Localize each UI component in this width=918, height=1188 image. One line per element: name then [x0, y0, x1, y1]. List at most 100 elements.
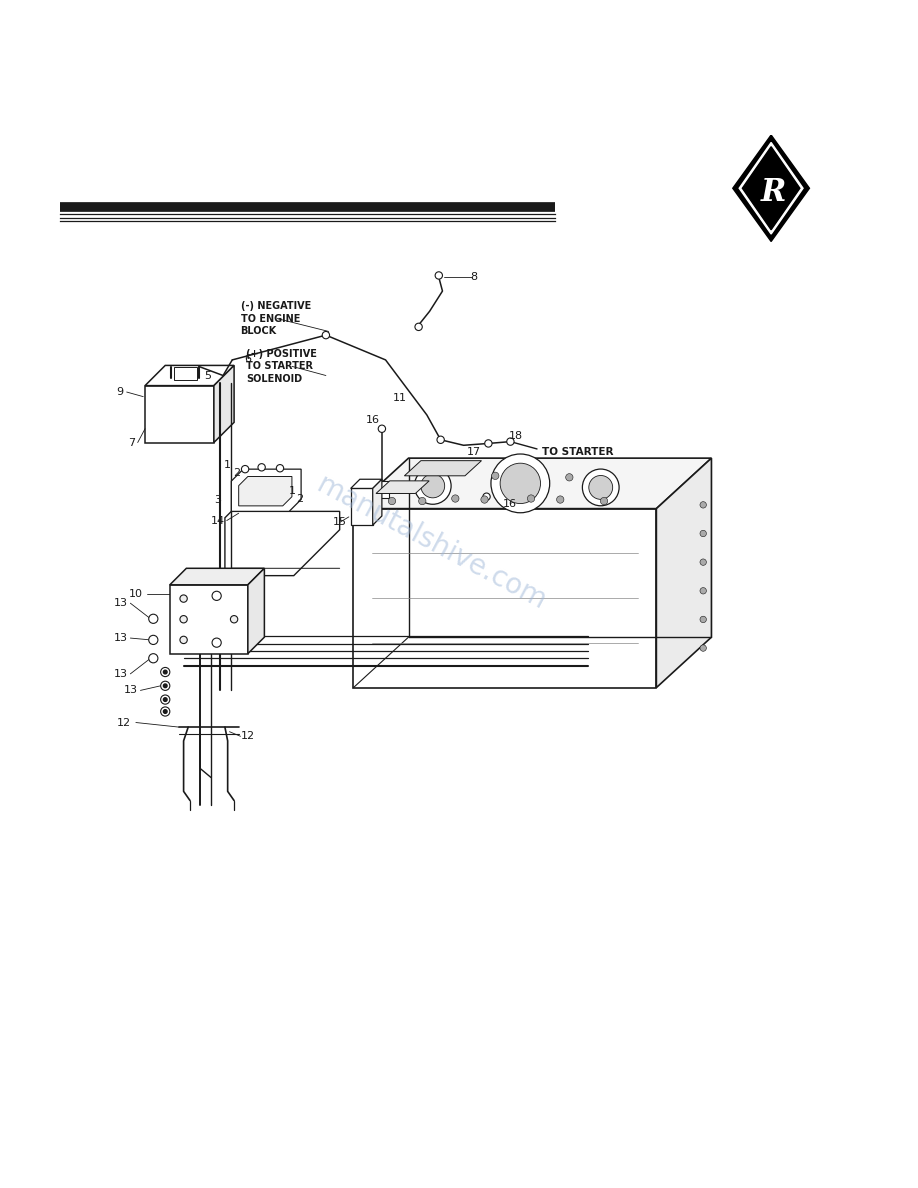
Circle shape [700, 617, 707, 623]
Circle shape [700, 530, 707, 537]
Circle shape [212, 638, 221, 647]
Text: 10: 10 [129, 589, 143, 599]
Polygon shape [373, 479, 382, 525]
Circle shape [161, 695, 170, 704]
Circle shape [500, 463, 541, 504]
Circle shape [161, 707, 170, 716]
Circle shape [491, 454, 550, 513]
Polygon shape [170, 584, 248, 653]
Circle shape [588, 475, 612, 499]
Text: 5: 5 [204, 372, 211, 381]
Polygon shape [145, 386, 214, 443]
Circle shape [483, 493, 490, 500]
Circle shape [600, 498, 608, 505]
Circle shape [414, 468, 451, 504]
Circle shape [582, 469, 619, 506]
Text: 13: 13 [124, 685, 139, 695]
Circle shape [378, 425, 386, 432]
Text: (-) NEGATIVE
TO ENGINE
BLOCK: (-) NEGATIVE TO ENGINE BLOCK [241, 302, 311, 336]
Circle shape [258, 463, 265, 470]
Circle shape [180, 637, 187, 644]
Circle shape [556, 495, 564, 504]
Polygon shape [376, 481, 430, 493]
Circle shape [322, 331, 330, 339]
Text: 13: 13 [114, 669, 129, 678]
Circle shape [437, 436, 444, 443]
Polygon shape [353, 508, 656, 688]
Polygon shape [351, 488, 373, 525]
Circle shape [419, 498, 426, 505]
Text: TO STARTER: TO STARTER [542, 447, 613, 456]
Text: (+) POSITIVE
TO STARTER
SOLENOID: (+) POSITIVE TO STARTER SOLENOID [246, 349, 317, 384]
Circle shape [435, 272, 442, 279]
Text: 16: 16 [502, 499, 517, 508]
Text: 13: 13 [114, 599, 129, 608]
Polygon shape [743, 146, 800, 229]
Text: 2: 2 [233, 468, 241, 478]
Circle shape [180, 615, 187, 623]
Polygon shape [733, 135, 810, 241]
Circle shape [700, 588, 707, 594]
Text: 12: 12 [241, 732, 255, 741]
Circle shape [388, 498, 396, 505]
Circle shape [565, 474, 573, 481]
Polygon shape [353, 459, 711, 508]
Bar [375, 481, 389, 498]
Text: 8: 8 [470, 272, 477, 283]
Circle shape [485, 440, 492, 447]
Circle shape [230, 615, 238, 623]
Text: 6: 6 [244, 354, 252, 364]
Circle shape [163, 709, 167, 713]
Circle shape [527, 495, 534, 503]
Circle shape [700, 558, 707, 565]
Polygon shape [231, 469, 301, 511]
Text: 15: 15 [332, 518, 347, 527]
Text: 1: 1 [224, 461, 231, 470]
Text: 9: 9 [117, 387, 124, 397]
Circle shape [163, 697, 167, 701]
Circle shape [492, 472, 499, 480]
Circle shape [161, 681, 170, 690]
Circle shape [149, 636, 158, 645]
Text: 2: 2 [296, 493, 303, 504]
Circle shape [180, 595, 187, 602]
Polygon shape [656, 459, 711, 688]
Polygon shape [225, 511, 340, 576]
Circle shape [420, 474, 444, 498]
Text: manutalshive.com: manutalshive.com [312, 470, 551, 617]
Polygon shape [145, 366, 234, 386]
Circle shape [507, 438, 514, 446]
Circle shape [163, 670, 167, 674]
Circle shape [241, 466, 249, 473]
Circle shape [700, 501, 707, 508]
Text: 11: 11 [392, 393, 407, 404]
Polygon shape [170, 568, 264, 584]
Polygon shape [739, 143, 803, 234]
Circle shape [452, 495, 459, 503]
Circle shape [149, 653, 158, 663]
Text: 14: 14 [210, 516, 225, 525]
Circle shape [161, 668, 170, 677]
Circle shape [415, 323, 422, 330]
Polygon shape [404, 461, 481, 476]
Text: 18: 18 [509, 431, 523, 441]
Circle shape [700, 645, 707, 651]
Circle shape [276, 465, 284, 472]
Bar [174, 367, 197, 379]
Text: 12: 12 [117, 718, 131, 727]
Text: 7: 7 [128, 437, 135, 448]
Circle shape [481, 495, 488, 504]
Text: 17: 17 [466, 447, 481, 456]
Text: 1: 1 [288, 486, 296, 497]
Polygon shape [351, 479, 382, 488]
Text: 13: 13 [114, 633, 129, 643]
Circle shape [212, 592, 221, 600]
Text: R: R [760, 177, 786, 208]
Polygon shape [214, 366, 234, 443]
Circle shape [149, 614, 158, 624]
Polygon shape [248, 568, 264, 653]
Text: 16: 16 [365, 415, 380, 424]
Circle shape [163, 684, 167, 688]
Text: 3: 3 [214, 495, 221, 505]
Polygon shape [239, 476, 292, 506]
